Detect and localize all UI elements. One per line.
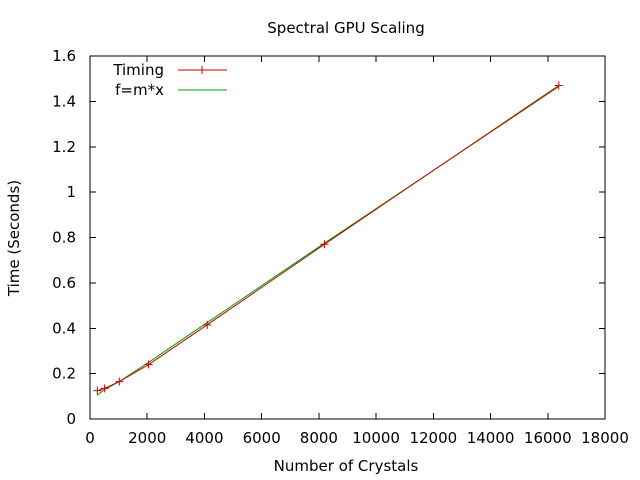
y-tick-label: 1.4 bbox=[52, 92, 76, 110]
x-tick-label: 12000 bbox=[409, 429, 457, 447]
x-tick-label: 6000 bbox=[243, 429, 281, 447]
x-tick-label: 4000 bbox=[185, 429, 223, 447]
timing-point bbox=[100, 384, 109, 393]
legend-label: f=m*x bbox=[115, 81, 164, 99]
timing-point bbox=[554, 81, 563, 90]
y-tick-label: 1 bbox=[66, 183, 76, 201]
plot-border bbox=[89, 55, 606, 420]
legend-label: Timing bbox=[112, 61, 164, 79]
y-tick-label: 0.8 bbox=[52, 229, 76, 247]
y-axis-label: Time (Seconds) bbox=[5, 180, 23, 297]
x-tick-label: 18000 bbox=[581, 429, 629, 447]
x-tick-label: 8000 bbox=[300, 429, 338, 447]
x-tick-label: 10000 bbox=[352, 429, 400, 447]
timing-point bbox=[115, 377, 124, 386]
y-tick-label: 1.2 bbox=[52, 138, 76, 156]
plot-frame bbox=[89, 55, 606, 420]
legend-marker bbox=[198, 66, 206, 74]
legend: Timing f=m*x bbox=[112, 61, 227, 99]
timing-point bbox=[144, 360, 153, 369]
x-tick-label: 14000 bbox=[467, 429, 515, 447]
y-tick-label: 0 bbox=[66, 410, 76, 428]
x-axis-label: Number of Crystals bbox=[274, 457, 419, 475]
timing-series-line bbox=[97, 85, 560, 392]
chart-title: Spectral GPU Scaling bbox=[267, 19, 424, 37]
y-tick-label: 0.2 bbox=[52, 365, 76, 383]
x-tick-label: 16000 bbox=[524, 429, 572, 447]
timing-point bbox=[93, 386, 102, 395]
x-tick-label: 2000 bbox=[128, 429, 166, 447]
y-tick-label: 1.6 bbox=[52, 47, 76, 65]
x-axis: 0 2000 4000 6000 8000 10000 12000 14000 16000 180… bbox=[85, 56, 629, 447]
y-tick-label: 0.6 bbox=[52, 274, 76, 292]
x-tick-label: 0 bbox=[85, 429, 95, 447]
series-layer bbox=[93, 81, 563, 396]
y-tick-label: 0.4 bbox=[52, 319, 76, 337]
timing-point bbox=[203, 320, 212, 329]
timing-point bbox=[320, 240, 329, 249]
y-axis: 0 0.2 0.4 0.6 0.8 1 1.2 1.4 1.6 bbox=[52, 47, 605, 428]
